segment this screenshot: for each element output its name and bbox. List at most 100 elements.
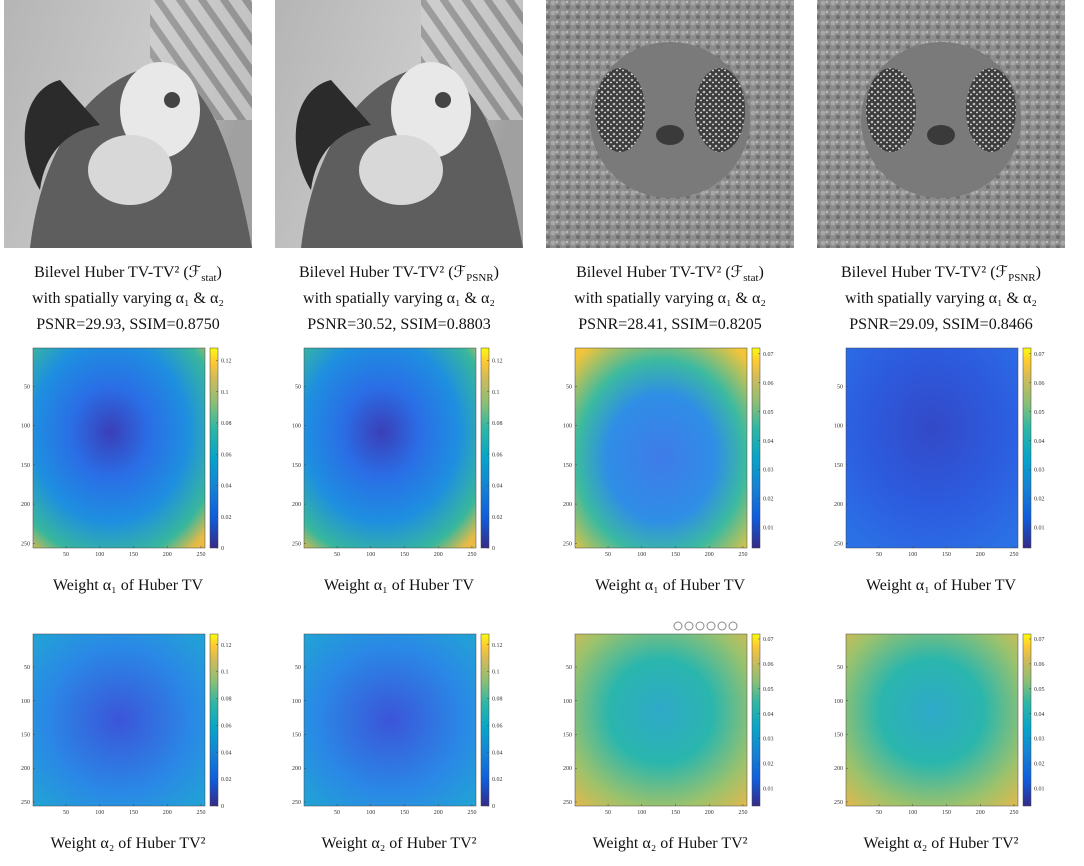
x-tick-label: 100: [908, 810, 917, 816]
colorbar-tick-label: 0.02: [763, 497, 774, 503]
map-caption: Weight α₂ of Huber TV²: [864, 835, 1019, 852]
colorbar-tick-label: 0.04: [492, 484, 503, 490]
colorbar-tick-label: 0.01: [763, 787, 774, 793]
y-tick-label: 150: [563, 733, 572, 739]
colorbar-tick-label: 0.06: [1034, 662, 1045, 668]
x-tick-label: 200: [705, 552, 714, 558]
colorbar-tick-label: 0.07: [1034, 352, 1045, 358]
colorbar-tick-label: 0.12: [221, 643, 232, 649]
heatmap-field: [304, 348, 476, 548]
heatmap: 501001502002505010015020025000.020.040.0…: [21, 634, 232, 816]
colorbar-tick-label: 0.02: [492, 515, 503, 521]
caption-part: ): [1036, 264, 1041, 281]
x-tick-label: 200: [976, 810, 985, 816]
colorbar-tick-label: 0.04: [1034, 439, 1045, 445]
y-tick-label: 200: [21, 766, 30, 772]
colorbar-tick-label: 0.04: [221, 750, 232, 756]
y-tick-label: 200: [292, 502, 301, 508]
colorbar-tick-label: 0.06: [492, 452, 503, 458]
photo-cheek: [359, 135, 443, 205]
x-tick-label: 100: [366, 810, 375, 816]
colorbar-tick-label: 0.04: [492, 750, 503, 756]
image-caption: PSNR=30.52, SSIM=0.8803: [307, 316, 490, 333]
x-tick-label: 150: [129, 810, 138, 816]
heatmap-field: [33, 634, 205, 806]
map-caption: Weight α₂ of Huber TV²: [322, 835, 477, 852]
caption-part: ): [494, 264, 499, 281]
x-tick-label: 100: [908, 552, 917, 558]
x-tick-label: 250: [467, 552, 476, 558]
x-tick-label: 50: [876, 810, 882, 816]
photo-eye: [595, 68, 645, 152]
x-tick-label: 150: [400, 552, 409, 558]
x-tick-label: 50: [63, 552, 69, 558]
y-tick-label: 50: [566, 665, 572, 671]
colorbar-tick-label: 0: [492, 546, 495, 552]
y-tick-label: 250: [563, 541, 572, 547]
x-tick-label: 100: [366, 552, 375, 558]
y-tick-label: 250: [21, 541, 30, 547]
x-tick-label: 50: [605, 810, 611, 816]
y-tick-label: 200: [834, 502, 843, 508]
y-tick-label: 250: [292, 800, 301, 806]
x-tick-label: 250: [467, 810, 476, 816]
colorbar-tick-label: 0.07: [1034, 637, 1045, 643]
colorbar-tick-label: 0.1: [221, 390, 229, 396]
map-caption: Weight α₁ of Huber TV: [53, 577, 204, 594]
colorbar-tick-label: 0.04: [1034, 712, 1045, 718]
photo-nose: [656, 125, 684, 145]
colorbar: [752, 348, 760, 548]
caption-part: ): [759, 264, 764, 281]
x-tick-label: 250: [738, 552, 747, 558]
colorbar: [481, 348, 489, 548]
panel-column: Bilevel Huber TV-TV² (ℱPSNR)with spatial…: [817, 0, 1065, 852]
colorbar-tick-label: 0: [492, 804, 495, 810]
x-tick-label: 200: [163, 552, 172, 558]
y-tick-label: 200: [834, 766, 843, 772]
caption-part: ): [217, 264, 222, 281]
y-tick-label: 250: [21, 800, 30, 806]
colorbar-tick-label: 0.02: [1034, 762, 1045, 768]
x-tick-label: 150: [942, 552, 951, 558]
colorbar-tick-label: 0.06: [221, 723, 232, 729]
colorbar-tick-label: 0.06: [763, 381, 774, 387]
figure: Bilevel Huber TV-TV² (ℱ stat) with spatial…: [0, 0, 1084, 861]
x-tick-label: 150: [671, 810, 680, 816]
x-tick-label: 200: [976, 552, 985, 558]
colorbar-tick-label: 0.02: [1034, 497, 1045, 503]
x-tick-label: 150: [671, 552, 680, 558]
y-tick-label: 200: [292, 766, 301, 772]
y-tick-label: 100: [21, 699, 30, 705]
x-tick-label: 200: [434, 810, 443, 816]
y-tick-label: 150: [21, 463, 30, 469]
toolbar-icon: [718, 622, 726, 630]
heatmap-field: [575, 634, 747, 806]
image-caption: with spatially varying α₁ & α₂: [32, 290, 224, 307]
colorbar-tick-label: 0.08: [492, 697, 503, 703]
image-caption: with spatially varying α₁ & α₂: [303, 290, 495, 307]
colorbar-tick-label: 0.03: [763, 737, 774, 743]
colorbar-tick-label: 0.04: [763, 712, 774, 718]
y-tick-label: 150: [21, 733, 30, 739]
heatmap: 50100150200250501001502002500.010.020.03…: [563, 348, 774, 558]
caption-subscript: stat: [743, 272, 758, 284]
map-caption: Weight α₁ of Huber TV: [324, 577, 475, 594]
x-tick-label: 50: [605, 552, 611, 558]
colorbar: [210, 348, 218, 548]
colorbar-tick-label: 0.12: [492, 359, 503, 365]
heatmap-field: [846, 634, 1018, 806]
y-tick-label: 150: [834, 463, 843, 469]
y-tick-label: 50: [295, 665, 301, 671]
y-tick-label: 50: [566, 384, 572, 390]
x-tick-label: 250: [1009, 552, 1018, 558]
y-tick-label: 200: [563, 502, 572, 508]
toolbar-icon: [707, 622, 715, 630]
y-tick-label: 100: [563, 424, 572, 430]
x-tick-label: 200: [163, 810, 172, 816]
photo-eye: [164, 92, 180, 108]
caption-part: Bilevel Huber TV-TV² (ℱ: [34, 264, 202, 281]
colorbar-tick-label: 0.03: [1034, 468, 1045, 474]
